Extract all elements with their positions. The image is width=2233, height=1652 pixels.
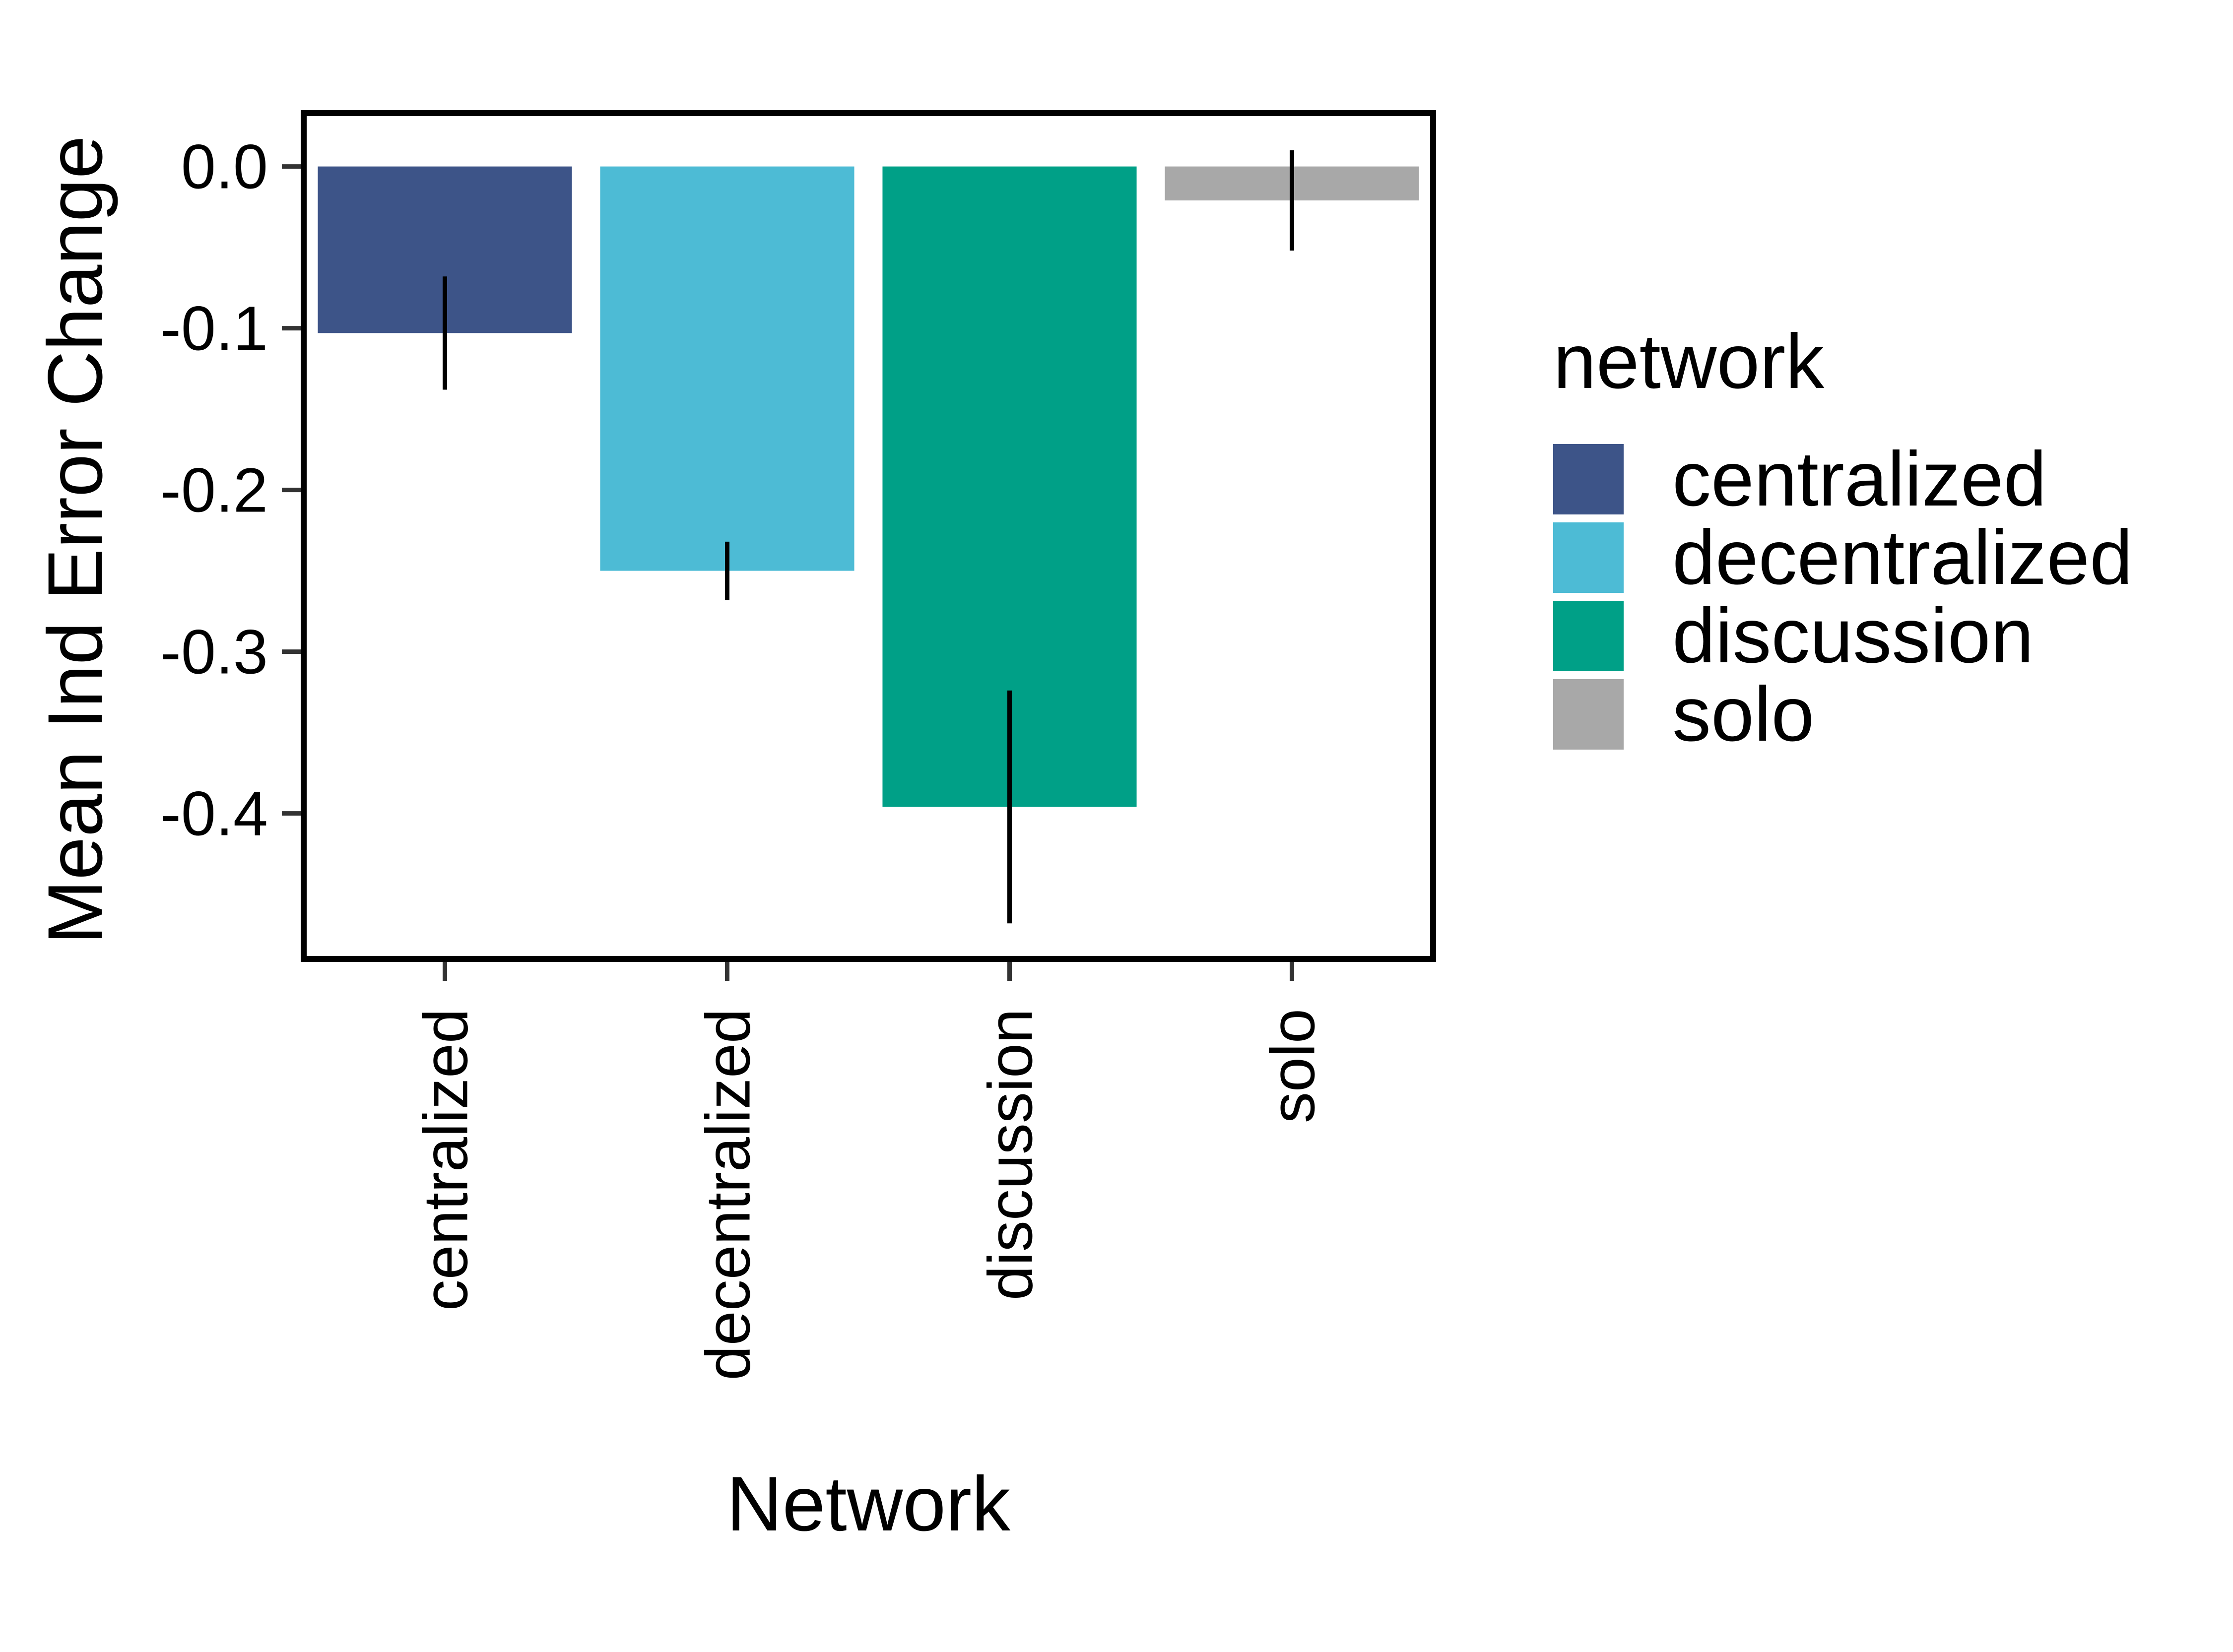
legend-swatch-solo [1553,679,1624,750]
x-tick-label: discussion [976,1009,1046,1300]
plot-panel-border [301,110,1436,962]
x-axis-title: Network [726,1461,1011,1547]
errorbars-layer [443,150,1294,924]
bar-decentralized [600,166,854,571]
legend-label-solo: solo [1672,671,1814,758]
y-tick-label: -0.1 [160,294,268,364]
legend-label-centralized: centralized [1672,436,2046,522]
y-tick-label: -0.2 [160,455,268,525]
y-tick-label: 0.0 [181,132,268,202]
x-tick-label: solo [1258,1009,1328,1123]
y-axis-title: Mean Ind Error Change [32,135,119,944]
legend-label-decentralized: decentralized [1672,514,2133,601]
x-axis: centralized decentralized discussion solo [411,962,1328,1380]
legend: network centralizeddecentralizeddiscussi… [1553,318,2133,758]
y-axis: 0.0 -0.1 -0.2 -0.3 -0.4 [160,132,301,849]
legend-swatch-decentralized [1553,522,1624,593]
x-tick-label: centralized [411,1009,481,1311]
x-tick-label: decentralized [693,1009,763,1380]
legend-swatch-centralized [1553,444,1624,514]
legend-swatch-discussion [1553,601,1624,671]
y-tick-label: -0.4 [160,779,268,849]
y-tick-label: -0.3 [160,617,268,687]
bars-layer [318,166,1419,807]
legend-title: network [1553,318,1825,405]
legend-label-discussion: discussion [1672,593,2034,679]
